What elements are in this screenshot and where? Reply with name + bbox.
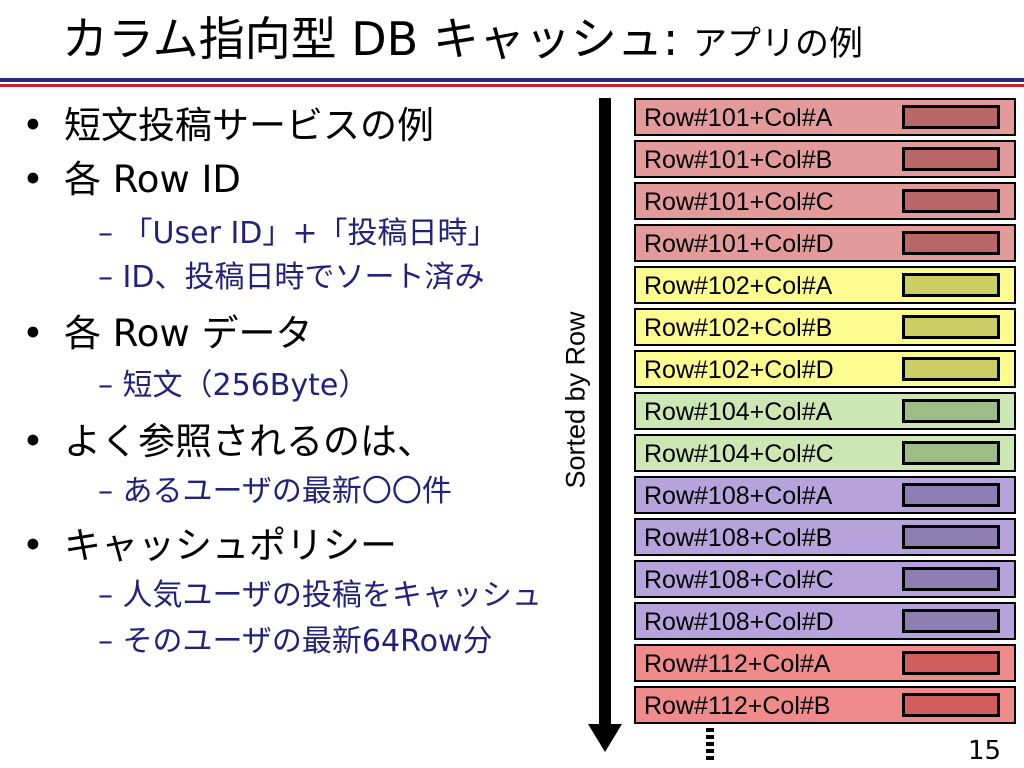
row-entry: Row#101+Col#D bbox=[634, 224, 1016, 262]
bullet-text: – あるユーザの最新〇〇件 bbox=[98, 474, 452, 509]
row-entry-label: Row#108+Col#C bbox=[644, 566, 834, 594]
sub-bullet-item: – 短文（256Byte） bbox=[98, 364, 368, 408]
row-entry-label: Row#112+Col#B bbox=[644, 692, 831, 720]
vertical-ellipsis-icon bbox=[706, 728, 714, 763]
row-entry: Row#108+Col#B bbox=[634, 518, 1016, 556]
sub-bullet-item: – 人気ユーザの投稿をキャッシュ bbox=[98, 574, 542, 618]
bullet-text: 短文投稿サービスの例 bbox=[64, 104, 434, 147]
sorted-by-row-text: Sorted by Row bbox=[560, 311, 591, 489]
row-entry: Row#108+Col#C bbox=[634, 560, 1016, 598]
bullet-item: • 短文投稿サービスの例 bbox=[22, 100, 434, 152]
row-entry-label: Row#108+Col#D bbox=[644, 608, 834, 636]
sub-bullet-item: – ID、投稿日時でソート済み bbox=[98, 256, 484, 300]
bullet-item: • キャッシュポリシー bbox=[22, 520, 397, 572]
row-entry: Row#101+Col#B bbox=[634, 140, 1016, 178]
row-entry-value-box bbox=[902, 105, 1000, 129]
row-entry-value-box bbox=[902, 231, 1000, 255]
row-entry-label: Row#102+Col#A bbox=[644, 272, 833, 300]
row-entry: Row#102+Col#B bbox=[634, 308, 1016, 346]
bullet-text: – 「User ID」+「投稿日時」 bbox=[98, 216, 498, 251]
sub-bullet-item: – あるユーザの最新〇〇件 bbox=[98, 470, 452, 514]
row-entry-value-box bbox=[902, 357, 1000, 381]
sort-arrow-shaft bbox=[599, 98, 611, 728]
row-entry-value-box bbox=[902, 399, 1000, 423]
row-entry: Row#101+Col#A bbox=[634, 98, 1016, 136]
sort-arrow-head bbox=[588, 724, 622, 752]
row-entry-label: Row#101+Col#B bbox=[644, 146, 833, 174]
sub-bullet-item: – 「User ID」+「投稿日時」 bbox=[98, 212, 498, 256]
row-entry-value-box bbox=[902, 609, 1000, 633]
row-entry-label: Row#104+Col#C bbox=[644, 440, 834, 468]
bullet-text: – ID、投稿日時でソート済み bbox=[98, 260, 485, 295]
bullet-dot: • bbox=[22, 104, 44, 147]
row-entry: Row#108+Col#A bbox=[634, 476, 1016, 514]
title-rule-blue bbox=[0, 78, 1024, 82]
bullet-text: – 人気ユーザの投稿をキャッシュ bbox=[98, 578, 542, 613]
bullet-text: よく参照されるのは、 bbox=[64, 420, 434, 463]
bullet-item: • 各 Row ID bbox=[22, 154, 241, 206]
bullet-item: • 各 Row データ bbox=[22, 308, 312, 360]
slide-title-sub: アプリの例 bbox=[692, 24, 863, 64]
row-entry: Row#108+Col#D bbox=[634, 602, 1016, 640]
slide-title-main: カラム指向型 DB キャッシュ: bbox=[62, 12, 693, 66]
row-entry-label: Row#101+Col#C bbox=[644, 188, 834, 216]
row-entry-value-box bbox=[902, 147, 1000, 171]
bullet-text: キャッシュポリシー bbox=[64, 524, 397, 567]
row-entry: Row#101+Col#C bbox=[634, 182, 1016, 220]
row-entry-label: Row#101+Col#A bbox=[644, 104, 833, 132]
row-entry-value-box bbox=[902, 441, 1000, 465]
row-entry: Row#104+Col#C bbox=[634, 434, 1016, 472]
row-entry-label: Row#112+Col#A bbox=[644, 650, 831, 678]
row-entry-label: Row#101+Col#D bbox=[644, 230, 834, 258]
bullet-item: • よく参照されるのは、 bbox=[22, 416, 434, 468]
row-entry-value-box bbox=[902, 525, 1000, 549]
row-entry-label: Row#102+Col#D bbox=[644, 356, 834, 384]
row-entry: Row#104+Col#A bbox=[634, 392, 1016, 430]
slide-title: カラム指向型 DB キャッシュ: アプリの例 bbox=[62, 8, 863, 75]
sub-bullet-item: – そのユーザの最新64Row分 bbox=[98, 620, 493, 664]
row-entry: Row#112+Col#A bbox=[634, 644, 1016, 682]
row-entry-label: Row#104+Col#A bbox=[644, 398, 833, 426]
title-rule-red bbox=[0, 84, 1024, 87]
bullet-text: – 短文（256Byte） bbox=[98, 368, 369, 403]
row-entry-value-box bbox=[902, 567, 1000, 591]
bullet-text: – そのユーザの最新64Row分 bbox=[98, 624, 493, 659]
row-entry-value-box bbox=[902, 693, 1000, 717]
row-entry-value-box bbox=[902, 189, 1000, 213]
row-entry-value-box bbox=[902, 483, 1000, 507]
bullet-dot: • bbox=[22, 158, 44, 201]
row-entry-label: Row#102+Col#B bbox=[644, 314, 833, 342]
row-entry-label: Row#108+Col#B bbox=[644, 524, 833, 552]
row-entry: Row#112+Col#B bbox=[634, 686, 1016, 724]
row-entry-value-box bbox=[902, 315, 1000, 339]
bullet-text: 各 Row ID bbox=[64, 158, 241, 201]
row-entry: Row#102+Col#D bbox=[634, 350, 1016, 388]
row-entry: Row#102+Col#A bbox=[634, 266, 1016, 304]
bullet-text: 各 Row データ bbox=[64, 312, 313, 355]
bullet-dot: • bbox=[22, 420, 44, 463]
row-entry-label: Row#108+Col#A bbox=[644, 482, 833, 510]
page-number: 15 bbox=[968, 736, 1002, 766]
bullet-dot: • bbox=[22, 524, 44, 567]
bullet-dot: • bbox=[22, 312, 44, 355]
row-entry-value-box bbox=[902, 273, 1000, 297]
row-entry-value-box bbox=[902, 651, 1000, 675]
